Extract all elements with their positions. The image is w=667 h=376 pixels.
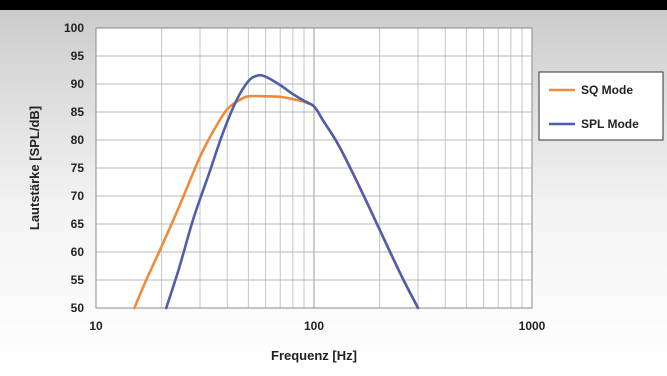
y-tick-label: 75 (71, 161, 85, 175)
legend: SQ Mode SPL Mode (538, 71, 664, 141)
series-layer (133, 73, 420, 310)
legend-label-sq-mode: SQ Mode (581, 83, 633, 97)
y-tick-label: 85 (71, 105, 85, 119)
y-tick-label: 95 (71, 49, 85, 63)
y-tick-label: 100 (64, 21, 84, 35)
legend-box (538, 71, 664, 141)
y-tick-label: 60 (71, 245, 85, 259)
x-tick-label: 10 (89, 319, 103, 333)
y-tick-label: 65 (71, 217, 85, 231)
y-tick-label: 55 (71, 273, 85, 287)
x-axis-title: Frequenz [Hz] (271, 348, 357, 363)
y-tick-label: 90 (71, 77, 85, 91)
x-tick-label: 1000 (519, 319, 546, 333)
y-tick-label: 50 (71, 301, 85, 315)
y-tick-label: 70 (71, 189, 85, 203)
plot-border (95, 27, 533, 309)
legend-label-spl-mode: SPL Mode (581, 117, 639, 131)
series-line-spl-mode (164, 73, 420, 310)
grid-lines (96, 28, 532, 308)
top-black-bar (0, 0, 667, 10)
y-tick-label: 80 (71, 133, 85, 147)
y-axis-title: Lautstärke [SPL/dB] (27, 106, 42, 230)
tick-labels: 50 55 60 65 70 75 80 85 90 95 100 10 100 1000 (64, 21, 546, 333)
x-tick-label: 100 (304, 319, 324, 333)
